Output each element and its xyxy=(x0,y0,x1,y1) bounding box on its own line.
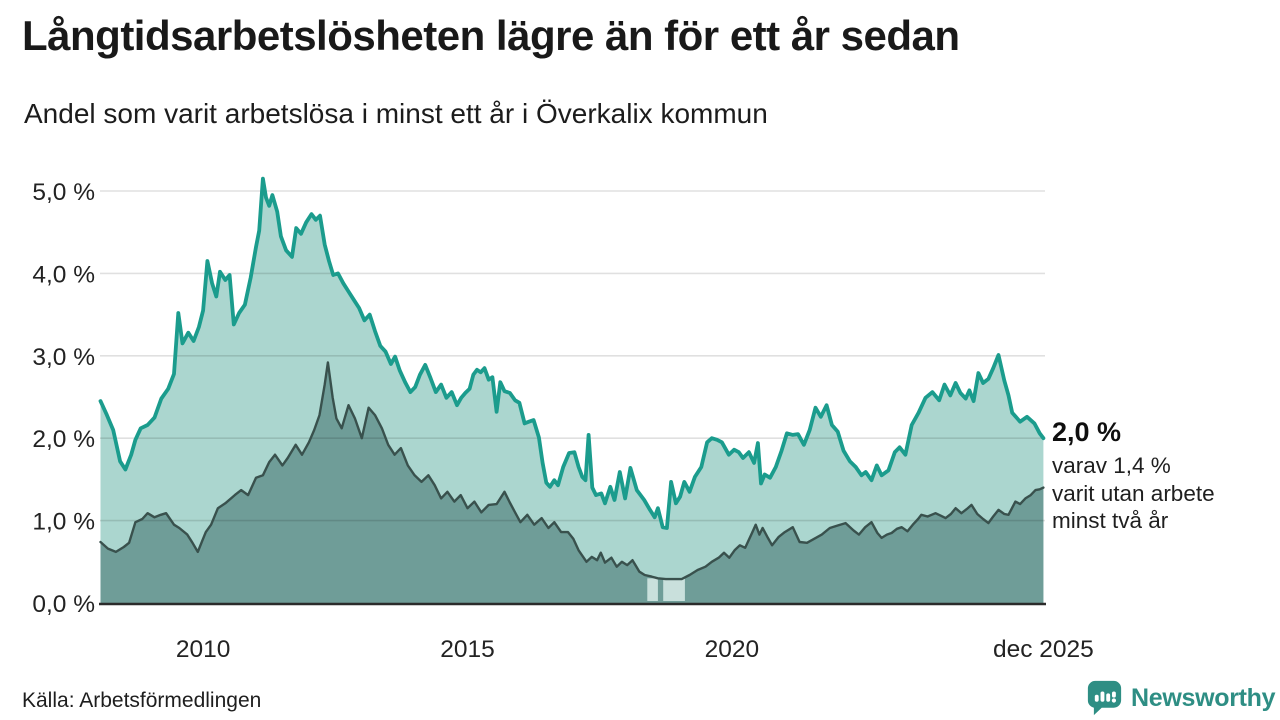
newsworthy-logo[interactable]: Newsworthy xyxy=(1086,680,1276,716)
y-tick-label: 4,0 % xyxy=(32,261,95,288)
x-tick-label: dec 2025 xyxy=(993,636,1094,663)
x-tick-label: 2010 xyxy=(176,636,231,663)
page-title: Långtidsarbetslösheten lägre än för ett … xyxy=(22,12,960,59)
newsworthy-bubble-icon xyxy=(1087,680,1122,716)
chart-subtitle: Andel som varit arbetslösa i minst ett å… xyxy=(24,98,768,129)
x-tick-label: 2015 xyxy=(440,636,495,663)
annotation-line-1: varav 1,4 % xyxy=(1052,453,1171,478)
x-tick-label: 2020 xyxy=(705,636,760,663)
latest-value-annotation: 2,0 % varav 1,4 % varit utan arbete mins… xyxy=(1052,416,1272,535)
data-gap-marker xyxy=(647,578,658,601)
latest-total-value: 2,0 % xyxy=(1052,417,1122,447)
y-tick-label: 1,0 % xyxy=(32,509,95,536)
source-note: Källa: Arbetsförmedlingen xyxy=(22,689,262,712)
line-total-unemployed xyxy=(98,176,1046,530)
annotation-line-3: minst två år xyxy=(1052,508,1169,533)
y-tick-label: 0,0 % xyxy=(32,591,95,618)
y-tick-label: 3,0 % xyxy=(32,344,95,371)
line-two-year-unemployed xyxy=(99,361,1045,581)
data-gap-marker xyxy=(663,578,685,601)
newsworthy-wordmark: Newsworthy xyxy=(1131,683,1276,712)
y-tick-label: 5,0 % xyxy=(32,179,95,206)
annotation-line-2: varit utan arbete xyxy=(1052,480,1215,506)
y-tick-label: 2,0 % xyxy=(32,426,95,453)
